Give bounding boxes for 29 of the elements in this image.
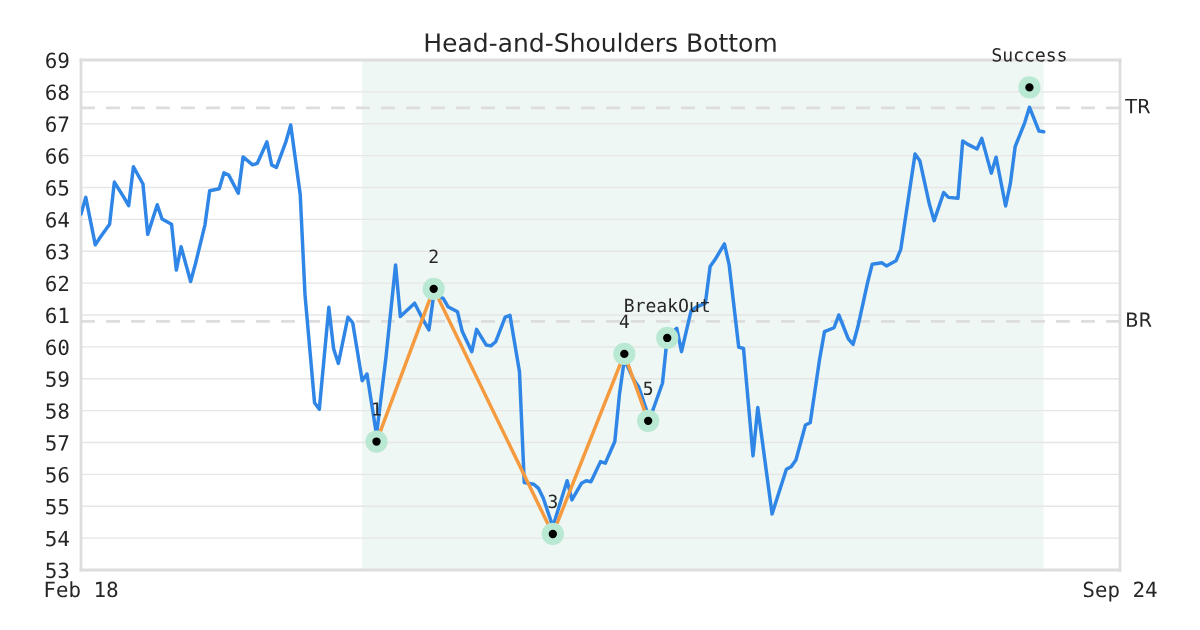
annotation: 3 <box>548 494 557 509</box>
point <box>1018 76 1041 99</box>
y-tick-label: 67 <box>46 116 69 133</box>
y-tick-label: 64 <box>46 211 69 228</box>
ref-line-label: TR <box>1125 99 1151 114</box>
annotation: 4 <box>619 314 629 328</box>
x-tick-label: Sep 24 <box>1083 581 1157 602</box>
ref-line-label: BR <box>1127 312 1152 327</box>
point <box>656 326 679 350</box>
y-tick-label: 61 <box>46 307 69 324</box>
y-tick-label: 66 <box>46 148 69 164</box>
y-tick-label: 59 <box>46 371 69 388</box>
y-tick-label: 56 <box>46 466 69 483</box>
y-tick-label: 62 <box>46 275 69 292</box>
annotation: 2 <box>429 249 438 263</box>
y-tick-label: 58 <box>46 403 69 419</box>
y-tick-label: 60 <box>46 339 69 356</box>
annotation: Success <box>992 48 1066 62</box>
y-tick-label: 65 <box>46 180 69 196</box>
annotation: 5 <box>643 381 653 396</box>
y-tick-label: 69 <box>46 52 69 69</box>
x-tick-label: Feb 18 <box>45 581 118 598</box>
y-tick-label: 63 <box>46 243 69 260</box>
y-tick-label: 57 <box>46 435 69 451</box>
y-tick-label: 55 <box>46 499 69 515</box>
y-tick-label: 54 <box>46 530 69 547</box>
y-tick-label: 53 <box>46 562 69 579</box>
y-tick-label: 68 <box>46 84 69 101</box>
chart-title: Head-and-Shoulders Bottom <box>425 32 776 53</box>
